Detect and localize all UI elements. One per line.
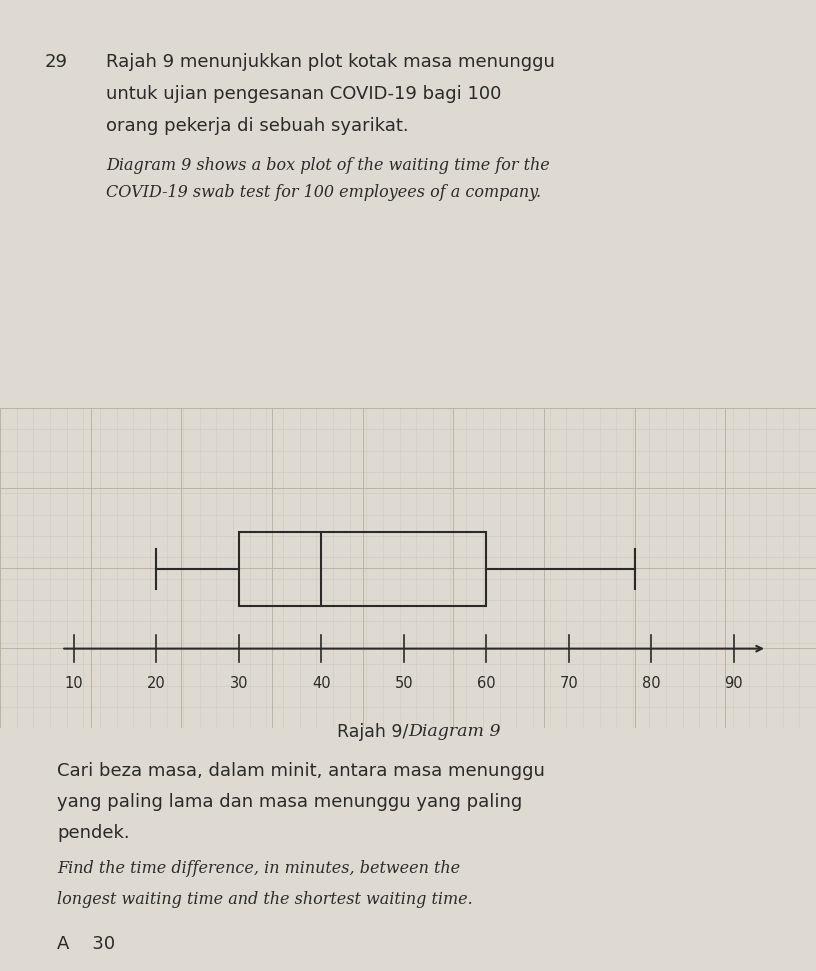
- Text: 10: 10: [64, 676, 83, 690]
- Text: Rajah 9 menunjukkan plot kotak masa menunggu: Rajah 9 menunjukkan plot kotak masa menu…: [106, 53, 555, 72]
- Text: A    30: A 30: [57, 935, 115, 954]
- Text: Diagram 9: Diagram 9: [408, 723, 500, 741]
- Text: 70: 70: [560, 676, 579, 690]
- Text: 40: 40: [312, 676, 330, 690]
- Text: orang pekerja di sebuah syarikat.: orang pekerja di sebuah syarikat.: [106, 117, 409, 136]
- Text: Find the time difference, in minutes, between the: Find the time difference, in minutes, be…: [57, 860, 460, 878]
- Text: 29: 29: [45, 53, 68, 72]
- Text: Diagram 9 shows a box plot of the waiting time for the: Diagram 9 shows a box plot of the waitin…: [106, 157, 550, 175]
- Text: pendek.: pendek.: [57, 824, 130, 843]
- Text: longest waiting time and the shortest waiting time.: longest waiting time and the shortest wa…: [57, 891, 472, 909]
- Text: 50: 50: [394, 676, 413, 690]
- Text: COVID-19 swab test for 100 employees of a company.: COVID-19 swab test for 100 employees of …: [106, 184, 541, 202]
- Text: 80: 80: [642, 676, 661, 690]
- Text: Rajah 9/: Rajah 9/: [337, 723, 408, 742]
- Text: Cari beza masa, dalam minit, antara masa menunggu: Cari beza masa, dalam minit, antara masa…: [57, 762, 545, 781]
- Text: yang paling lama dan masa menunggu yang paling: yang paling lama dan masa menunggu yang …: [57, 793, 522, 812]
- Bar: [239, 532, 486, 606]
- Text: untuk ujian pengesanan COVID-19 bagi 100: untuk ujian pengesanan COVID-19 bagi 100: [106, 85, 502, 104]
- Text: 90: 90: [725, 676, 743, 690]
- Text: 30: 30: [229, 676, 248, 690]
- Text: 60: 60: [477, 676, 495, 690]
- Text: 20: 20: [147, 676, 166, 690]
